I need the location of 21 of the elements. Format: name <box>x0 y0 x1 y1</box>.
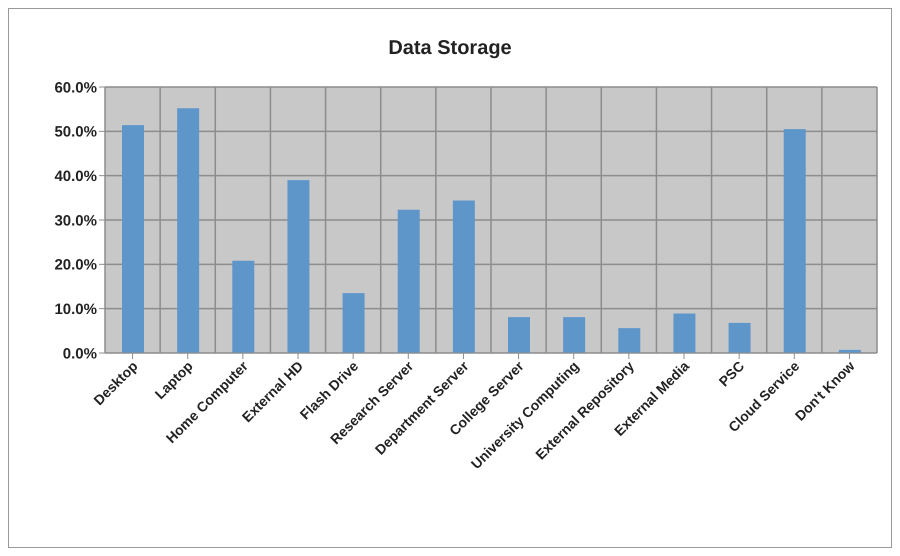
y-tick-label: 0.0% <box>62 345 97 362</box>
bar <box>342 293 365 353</box>
chart-title: Data Storage <box>387 37 513 60</box>
bar <box>784 129 806 353</box>
y-tick-label: 60.0% <box>54 79 97 96</box>
bar <box>452 200 475 353</box>
bar <box>508 317 530 353</box>
bar <box>232 260 254 353</box>
bar <box>673 314 696 353</box>
bar <box>398 210 420 353</box>
y-tick-label: 10.0% <box>54 300 97 318</box>
y-tick-label: 30.0% <box>54 212 97 230</box>
bar <box>287 180 310 353</box>
y-tick-label: 40.0% <box>54 168 97 185</box>
bar <box>122 125 144 353</box>
bar <box>177 108 200 353</box>
bar <box>618 328 640 353</box>
y-tick-label: 20.0% <box>54 256 97 274</box>
bar <box>563 317 586 353</box>
y-tick-label: 50.0% <box>54 124 97 141</box>
bar <box>728 322 751 353</box>
